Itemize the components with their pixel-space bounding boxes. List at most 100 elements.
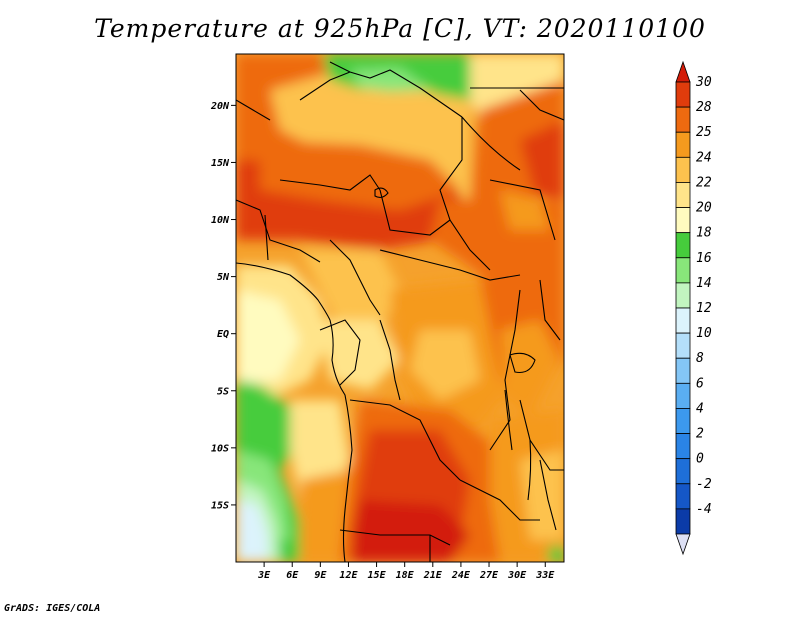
chart-title: Temperature at 925hPa [C], VT: 202011010… (94, 14, 706, 43)
colorbar-segment (675, 207, 691, 234)
coast-west-central (329, 319, 353, 562)
border-algeria-mali (236, 99, 271, 121)
x-tick-label: 24E (451, 570, 471, 581)
y-tick-label: 15N (211, 158, 230, 169)
colorbar-label: 28 (696, 100, 712, 115)
colorbar-segment (675, 232, 691, 259)
field-nigeria-pale (300, 250, 400, 330)
colorbar-label: 10 (696, 326, 712, 341)
colorbar-label: 4 (696, 401, 704, 416)
colorbar-segment (675, 257, 691, 284)
colorbar-label: 2 (696, 427, 704, 442)
colorbar-segment (675, 408, 691, 434)
border-zambia-zimbabwe (459, 479, 540, 521)
field-congo-pale (410, 330, 480, 400)
border-libya-chad (329, 61, 463, 118)
coast-red-sea (461, 116, 521, 171)
footer-credit: GrADS: IGES/COLA (4, 603, 101, 614)
border-chad-car (379, 189, 451, 236)
border-south-sudan (489, 179, 556, 241)
field-green-light (350, 68, 430, 92)
border-niger-north (299, 71, 351, 101)
border-niger-nigeria (279, 174, 381, 191)
colorbar-label: 22 (696, 175, 712, 190)
colorbar-segment (675, 433, 691, 460)
border-tanzania (519, 399, 564, 471)
coastline (236, 116, 536, 562)
field-guinea-light (236, 290, 300, 385)
colorbar-label: 20 (696, 201, 712, 216)
y-axis: 20N 15N 10N 5N EQ 5S 10S 15S (210, 101, 236, 511)
border-congo-drc (379, 319, 401, 401)
y-tick-label: 20N (210, 101, 230, 112)
lake-victoria (509, 352, 536, 374)
x-axis: 3E 6E 9E 12E 15E 18E 21E 24E 27E 30E 33E (257, 562, 555, 581)
colorbar-top-triangle (675, 60, 691, 83)
x-tick-label: 12E (339, 570, 358, 581)
x-tick-label: 21E (423, 570, 443, 581)
y-tick-label: 10N (211, 215, 230, 226)
colorbar-segment (675, 131, 691, 158)
colorbar-segment (675, 483, 691, 510)
x-tick-label: 6E (286, 570, 299, 581)
colorbar-label: 25 (696, 125, 712, 140)
border-uganda-kenya (539, 279, 561, 341)
colorbar-label: -2 (696, 477, 712, 492)
field-gabon-pale (320, 320, 400, 390)
temperature-field (236, 54, 564, 562)
colorbar-label: 18 (696, 226, 712, 241)
y-tick-label: 5N (217, 272, 230, 283)
colorbar-label: -4 (696, 502, 712, 517)
field-sudan-hot (520, 120, 564, 200)
colorbar-segment (675, 332, 691, 359)
y-tick-label: 15S (211, 500, 229, 511)
x-tick-label: 3E (257, 570, 271, 581)
colorbar-label: 30 (695, 75, 712, 90)
y-tick-label: 5S (217, 386, 229, 397)
x-tick-label: 30E (507, 570, 527, 581)
colorbar-segment (675, 307, 691, 334)
colorbar-segment (675, 156, 691, 183)
border-benin-togo (264, 214, 269, 261)
colorbar-label: 16 (696, 251, 712, 266)
y-tick-label: EQ (217, 329, 229, 340)
field-se-green (548, 545, 564, 562)
field-sw-ice (236, 500, 268, 562)
field-kalahari-hottest (350, 500, 470, 562)
border-angola-namibia (339, 529, 451, 546)
border-west-africa (236, 199, 321, 263)
colorbar-label: 14 (696, 276, 712, 291)
country-borders (236, 61, 564, 562)
x-tick-label: 15E (368, 570, 387, 581)
border-ethiopia (519, 89, 564, 121)
border-mozambique (539, 459, 557, 531)
colorbar-segment (675, 508, 691, 535)
colorbar-segment (675, 182, 691, 208)
border-drc-angola (349, 399, 461, 481)
colorbar-label: 12 (696, 301, 712, 316)
plot-frame (235, 53, 565, 563)
x-tick-label: 9E (314, 570, 327, 581)
colorbar-segment (675, 282, 691, 309)
field-lakes (500, 320, 560, 420)
field-sahel-orange (260, 140, 460, 210)
colorbar-segment (675, 81, 691, 108)
colorbar-segment (675, 458, 691, 485)
lake-tanganyika (504, 389, 513, 451)
colorbar-bottom-triangle (675, 533, 691, 556)
colorbar-segment (675, 106, 691, 133)
colorbar-segment (675, 357, 691, 384)
border-car-drc (379, 249, 521, 281)
colorbar-label: 24 (696, 150, 712, 165)
y-tick-label: 10S (211, 443, 229, 454)
x-tick-label: 33E (535, 570, 555, 581)
border-drc-east (489, 289, 521, 451)
lake-chad (374, 187, 389, 199)
border-nigeria-cameroon (329, 239, 381, 316)
lake-malawi (527, 439, 532, 501)
border-chad-sudan (439, 117, 491, 271)
x-tick-label: 27E (479, 570, 499, 581)
colorbar-label: 6 (696, 376, 704, 391)
